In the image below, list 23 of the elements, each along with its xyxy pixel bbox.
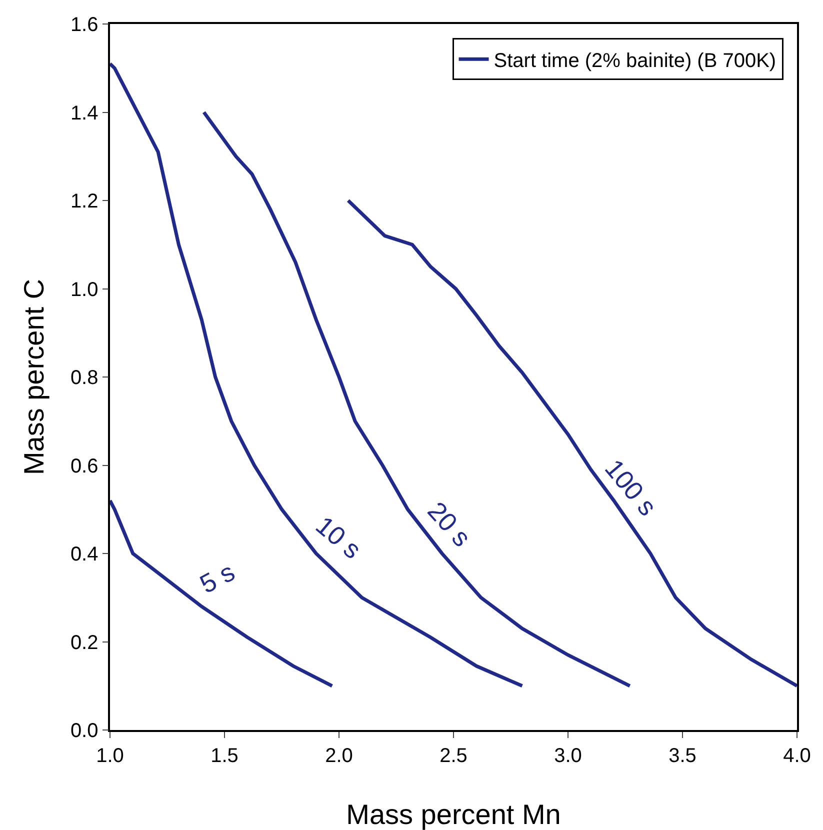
- y-tick-label: 1.0: [70, 278, 98, 301]
- x-tick-label: 2.5: [440, 744, 468, 767]
- x-tick-label: 1.0: [96, 744, 124, 767]
- y-tick-label: 1.6: [70, 14, 98, 36]
- x-tick-label: 3.5: [668, 744, 696, 767]
- x-axis-title: Mass percent Mn: [346, 799, 561, 830]
- annotation: 5 s: [194, 556, 240, 600]
- y-tick-label: 0.8: [70, 367, 98, 389]
- x-tick-label: 4.0: [783, 744, 811, 767]
- legend-label: Start time (2% bainite) (B 700K): [494, 50, 776, 72]
- annotation: 20 s: [422, 496, 477, 552]
- annotation: 100 s: [598, 453, 663, 522]
- y-axis-title: Mass percent C: [18, 278, 50, 476]
- y-tick-label: 1.2: [70, 190, 98, 212]
- y-tick-label: 0.6: [70, 455, 98, 478]
- y-tick-label: 0.2: [70, 632, 98, 654]
- annotation: 10 s: [310, 510, 368, 565]
- x-tick-label: 2.0: [325, 744, 353, 767]
- y-tick-label: 1.4: [70, 102, 98, 124]
- x-tick-label: 1.5: [210, 744, 238, 767]
- y-tick-label: 0.4: [70, 544, 98, 566]
- y-tick-label: 0.0: [70, 720, 98, 742]
- x-tick-label: 3.0: [554, 744, 582, 767]
